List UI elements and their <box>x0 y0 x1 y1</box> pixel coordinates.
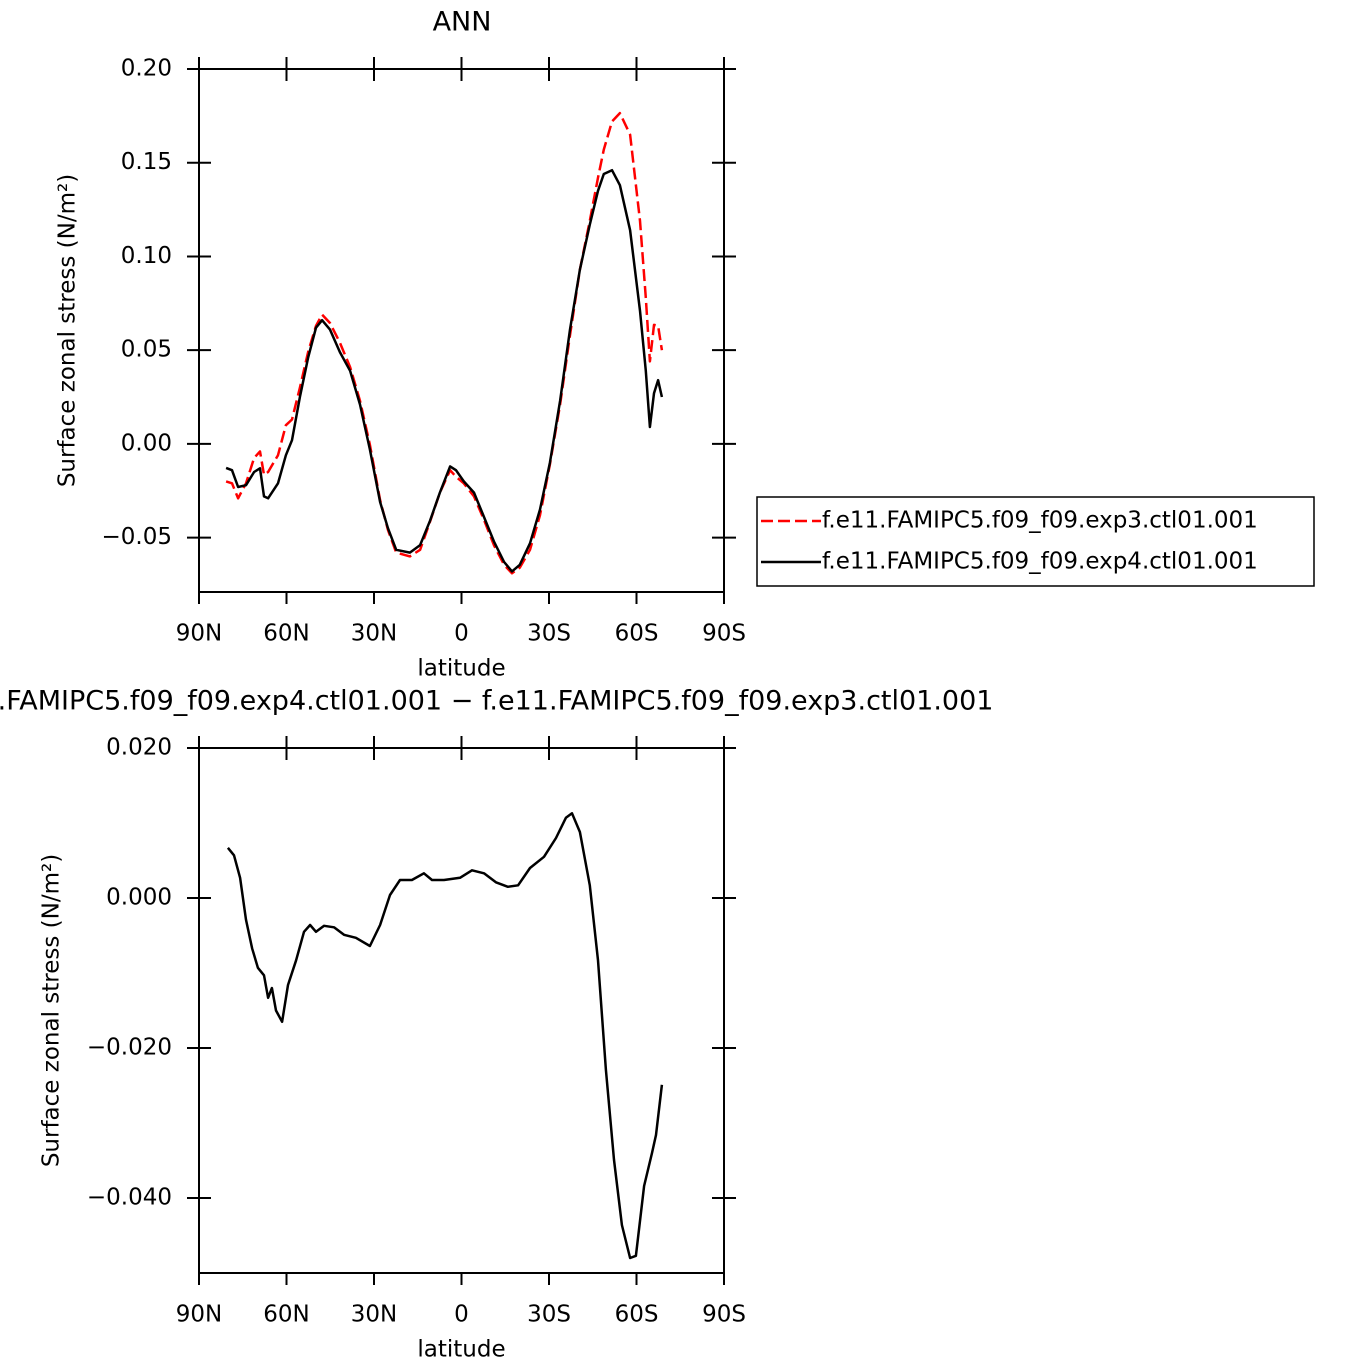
y-tick-label: 0.20 <box>121 56 172 82</box>
chart-title: ANN <box>433 7 492 38</box>
y-tick-label: −0.05 <box>102 524 172 550</box>
y-tick-label: 0.10 <box>121 243 172 269</box>
x-tick-label: 30N <box>351 1302 397 1328</box>
x-tick-label: 90S <box>702 621 746 647</box>
y-tick-label: 0.15 <box>121 149 172 175</box>
x-tick-label: 90N <box>176 621 222 647</box>
x-tick-label: 90N <box>176 1302 222 1328</box>
x-tick-label: 60S <box>615 621 659 647</box>
plot-frame <box>198 747 725 1274</box>
x-tick-label: 60S <box>615 1302 659 1328</box>
y-tick-label: 0.000 <box>106 885 172 911</box>
x-axis-label: latitude <box>417 656 505 682</box>
x-tick-label: 90S <box>702 1302 746 1328</box>
y-tick-label: −0.020 <box>87 1035 172 1061</box>
legend-label: f.e11.FAMIPC5.f09_f09.exp4.ctl01.001 <box>822 549 1258 575</box>
y-tick-label: 0.00 <box>121 430 172 456</box>
legend-box <box>756 496 1315 587</box>
x-tick-label: 30S <box>527 621 571 647</box>
x-tick-label: 0 <box>454 621 469 647</box>
chart-title: f.e11.FAMIPC5.f09_f09.exp4.ctl01.001 − f… <box>0 686 993 717</box>
data-line <box>226 812 664 1260</box>
plot-frame <box>198 68 725 593</box>
data-line <box>225 111 664 575</box>
x-tick-label: 60N <box>263 621 309 647</box>
data-line <box>225 168 664 573</box>
x-tick-label: 0 <box>454 1302 469 1328</box>
x-tick-label: 30S <box>527 1302 571 1328</box>
x-tick-label: 30N <box>351 621 397 647</box>
x-axis-label: latitude <box>417 1337 505 1363</box>
y-tick-label: 0.020 <box>106 735 172 761</box>
y-tick-label: 0.05 <box>121 337 172 363</box>
x-tick-label: 60N <box>263 1302 309 1328</box>
y-axis-label: Surface zonal stress (N/m²) <box>55 174 81 487</box>
y-axis-label: Surface zonal stress (N/m²) <box>39 854 65 1167</box>
legend-label: f.e11.FAMIPC5.f09_f09.exp3.ctl01.001 <box>822 508 1258 534</box>
y-tick-label: −0.040 <box>87 1185 172 1211</box>
